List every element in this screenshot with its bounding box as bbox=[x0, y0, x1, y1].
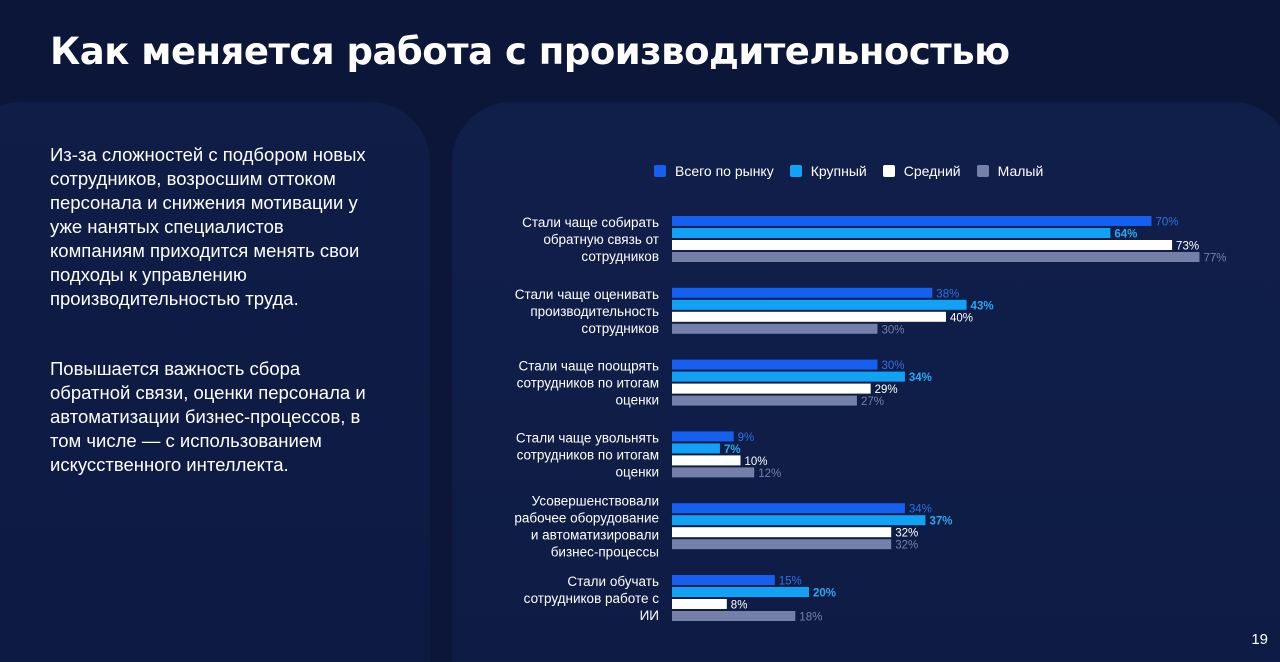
left-text-panel bbox=[0, 102, 430, 662]
legend-swatch-large bbox=[789, 165, 802, 177]
bar-total-6 bbox=[672, 575, 775, 585]
category-label-3: Стали чаще поощрять сотрудников по итогам… bbox=[517, 359, 659, 408]
bar-large-3 bbox=[672, 371, 905, 382]
value-label-medium-6: 8% bbox=[731, 600, 748, 612]
bar-small-2 bbox=[672, 323, 878, 334]
bar-total-2 bbox=[672, 287, 933, 298]
legend-item-total: Всего по рынку bbox=[654, 163, 774, 179]
value-label-large-5: 37% bbox=[929, 516, 952, 528]
legend-swatch-total bbox=[654, 165, 666, 177]
value-label-medium-2: 40% bbox=[950, 312, 973, 324]
category-label-line: сотрудников bbox=[581, 321, 659, 336]
bar-total-3 bbox=[672, 359, 878, 370]
bar-large-4 bbox=[672, 443, 720, 454]
value-label-small-1: 77% bbox=[1203, 253, 1226, 265]
bar-large-1 bbox=[672, 228, 1111, 238]
bar-medium-2 bbox=[672, 311, 946, 322]
value-label-medium-4: 10% bbox=[745, 456, 768, 468]
category-label-line: и автоматизировали bbox=[531, 528, 659, 543]
category-label-line: обратную связь от bbox=[543, 232, 659, 247]
category-label-line: Стали чаще собирать bbox=[522, 215, 659, 230]
category-label-line: производительность bbox=[530, 304, 659, 319]
category-label-line: оценки bbox=[616, 393, 660, 408]
legend-swatch-small bbox=[976, 165, 989, 177]
bar-large-5 bbox=[672, 515, 926, 526]
bar-large-6 bbox=[672, 587, 809, 597]
legend-label-total: Всего по рынку bbox=[675, 163, 774, 179]
value-label-large-2: 43% bbox=[971, 300, 994, 312]
bar-medium-4 bbox=[672, 455, 741, 466]
bar-small-4 bbox=[672, 467, 755, 478]
summary-paragraph: Повышается важность сбора обратной связи… bbox=[50, 358, 366, 475]
legend-item-small: Малый bbox=[976, 163, 1044, 179]
value-label-medium-3: 29% bbox=[875, 384, 898, 396]
bar-large-2 bbox=[672, 299, 967, 310]
value-label-total-3: 30% bbox=[882, 360, 905, 372]
category-label-4: Стали чаще увольнять сотрудников по итога… bbox=[516, 430, 659, 479]
bar-medium-5 bbox=[672, 527, 892, 538]
chart-panel bbox=[452, 102, 1280, 662]
value-label-small-5: 32% bbox=[895, 540, 918, 552]
bar-total-4 bbox=[672, 431, 734, 442]
bar-small-5 bbox=[672, 539, 892, 550]
category-label-line: Стали чаще оценивать bbox=[515, 287, 659, 302]
category-label-line: Стали чаще поощрять bbox=[518, 359, 659, 374]
value-label-large-1: 64% bbox=[1114, 229, 1137, 241]
page-number: 19 bbox=[1251, 631, 1268, 648]
value-label-large-3: 34% bbox=[909, 372, 932, 384]
category-label-line: сотрудников bbox=[581, 249, 659, 264]
value-label-total-1: 70% bbox=[1156, 217, 1179, 229]
bar-total-5 bbox=[672, 503, 905, 514]
value-label-total-5: 34% bbox=[909, 504, 932, 516]
bar-small-1 bbox=[672, 252, 1200, 262]
category-label-line: сотрудников по итогам bbox=[517, 376, 659, 391]
category-label-6: Стали обучать сотрудников работе с ИИ bbox=[524, 574, 660, 623]
category-label-2: Стали чаще оценивать производительность со… bbox=[515, 287, 659, 336]
slide-title: Как меняется работа с производительность… bbox=[50, 30, 1010, 73]
value-label-total-4: 9% bbox=[738, 432, 755, 444]
value-label-small-6: 18% bbox=[799, 612, 822, 624]
bar-medium-6 bbox=[672, 599, 727, 609]
value-label-small-3: 27% bbox=[861, 396, 884, 408]
category-label-line: Стали обучать bbox=[567, 574, 659, 589]
category-label-line: сотрудников работе с bbox=[524, 591, 660, 606]
value-label-medium-1: 73% bbox=[1176, 241, 1199, 253]
bar-total-1 bbox=[672, 216, 1152, 226]
legend-swatch-medium bbox=[882, 165, 895, 177]
value-label-total-6: 15% bbox=[779, 576, 802, 588]
category-label-line: Стали чаще увольнять bbox=[516, 430, 659, 445]
legend-label-medium: Средний bbox=[903, 163, 961, 179]
value-label-small-4: 12% bbox=[758, 468, 781, 480]
legend-label-large: Крупный bbox=[810, 163, 867, 179]
category-label-5: Усовершенствовали рабочее оборудование и а… bbox=[514, 494, 659, 560]
category-label-line: оценки bbox=[616, 464, 660, 479]
value-label-small-2: 30% bbox=[882, 324, 905, 336]
value-label-total-2: 38% bbox=[936, 288, 959, 300]
category-label-line: бизнес-процессы bbox=[551, 545, 659, 560]
legend-item-large: Крупный bbox=[789, 163, 867, 179]
category-label-1: Стали чаще собирать обратную связь от сотр… bbox=[522, 215, 659, 264]
intro-paragraph: Из-за сложностей с подбором новых сотруд… bbox=[50, 144, 366, 309]
value-label-large-6: 20% bbox=[813, 588, 836, 600]
legend-label-small: Малый bbox=[997, 163, 1044, 179]
value-label-large-4: 7% bbox=[724, 444, 741, 456]
category-label-line: рабочее оборудование bbox=[514, 511, 659, 526]
value-label-medium-5: 32% bbox=[895, 528, 918, 540]
bar-small-6 bbox=[672, 611, 796, 621]
category-label-line: сотрудников по итогам bbox=[517, 447, 659, 462]
chart-legend: Всего по рынку Крупный Средний Малый bbox=[654, 163, 1059, 179]
bar-medium-3 bbox=[672, 383, 871, 394]
bar-small-3 bbox=[672, 395, 857, 406]
bar-medium-1 bbox=[672, 240, 1173, 250]
legend-item-medium: Средний bbox=[882, 163, 961, 179]
category-label-line: Усовершенствовали bbox=[532, 494, 659, 509]
category-label-line: ИИ bbox=[640, 608, 659, 623]
